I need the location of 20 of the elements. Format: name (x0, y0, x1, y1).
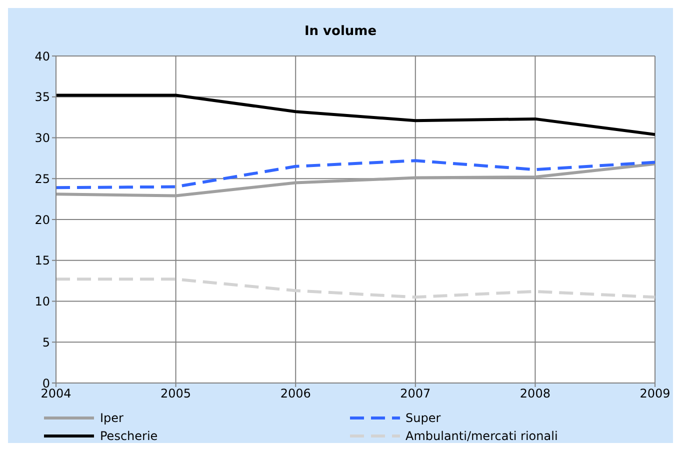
legend-label: Iper (100, 411, 124, 425)
x-tick-label: 2007 (400, 386, 431, 401)
legend-label: Ambulanti/mercati rionali (406, 429, 558, 443)
legend-label: Pescherie (100, 429, 158, 443)
x-tick-label: 2008 (520, 386, 550, 401)
y-tick-label: 40 (34, 49, 50, 64)
y-tick-label: 15 (34, 254, 50, 268)
y-tick-label: 20 (34, 212, 50, 227)
chart-title: In volume (303, 23, 378, 41)
x-tick-label: 2004 (40, 386, 72, 401)
x-tick-label: 2005 (160, 386, 192, 401)
x-tick-label: 2006 (280, 386, 311, 401)
y-tick-label: 25 (34, 172, 50, 186)
y-tick-label: 35 (34, 90, 50, 104)
y-tick-label: 5 (42, 335, 50, 350)
legend-label: Super (406, 411, 441, 425)
x-tick-label: 2009 (640, 386, 670, 401)
y-tick-label: 10 (34, 294, 50, 309)
y-tick-label: 30 (34, 131, 50, 146)
line-series (56, 278, 655, 299)
